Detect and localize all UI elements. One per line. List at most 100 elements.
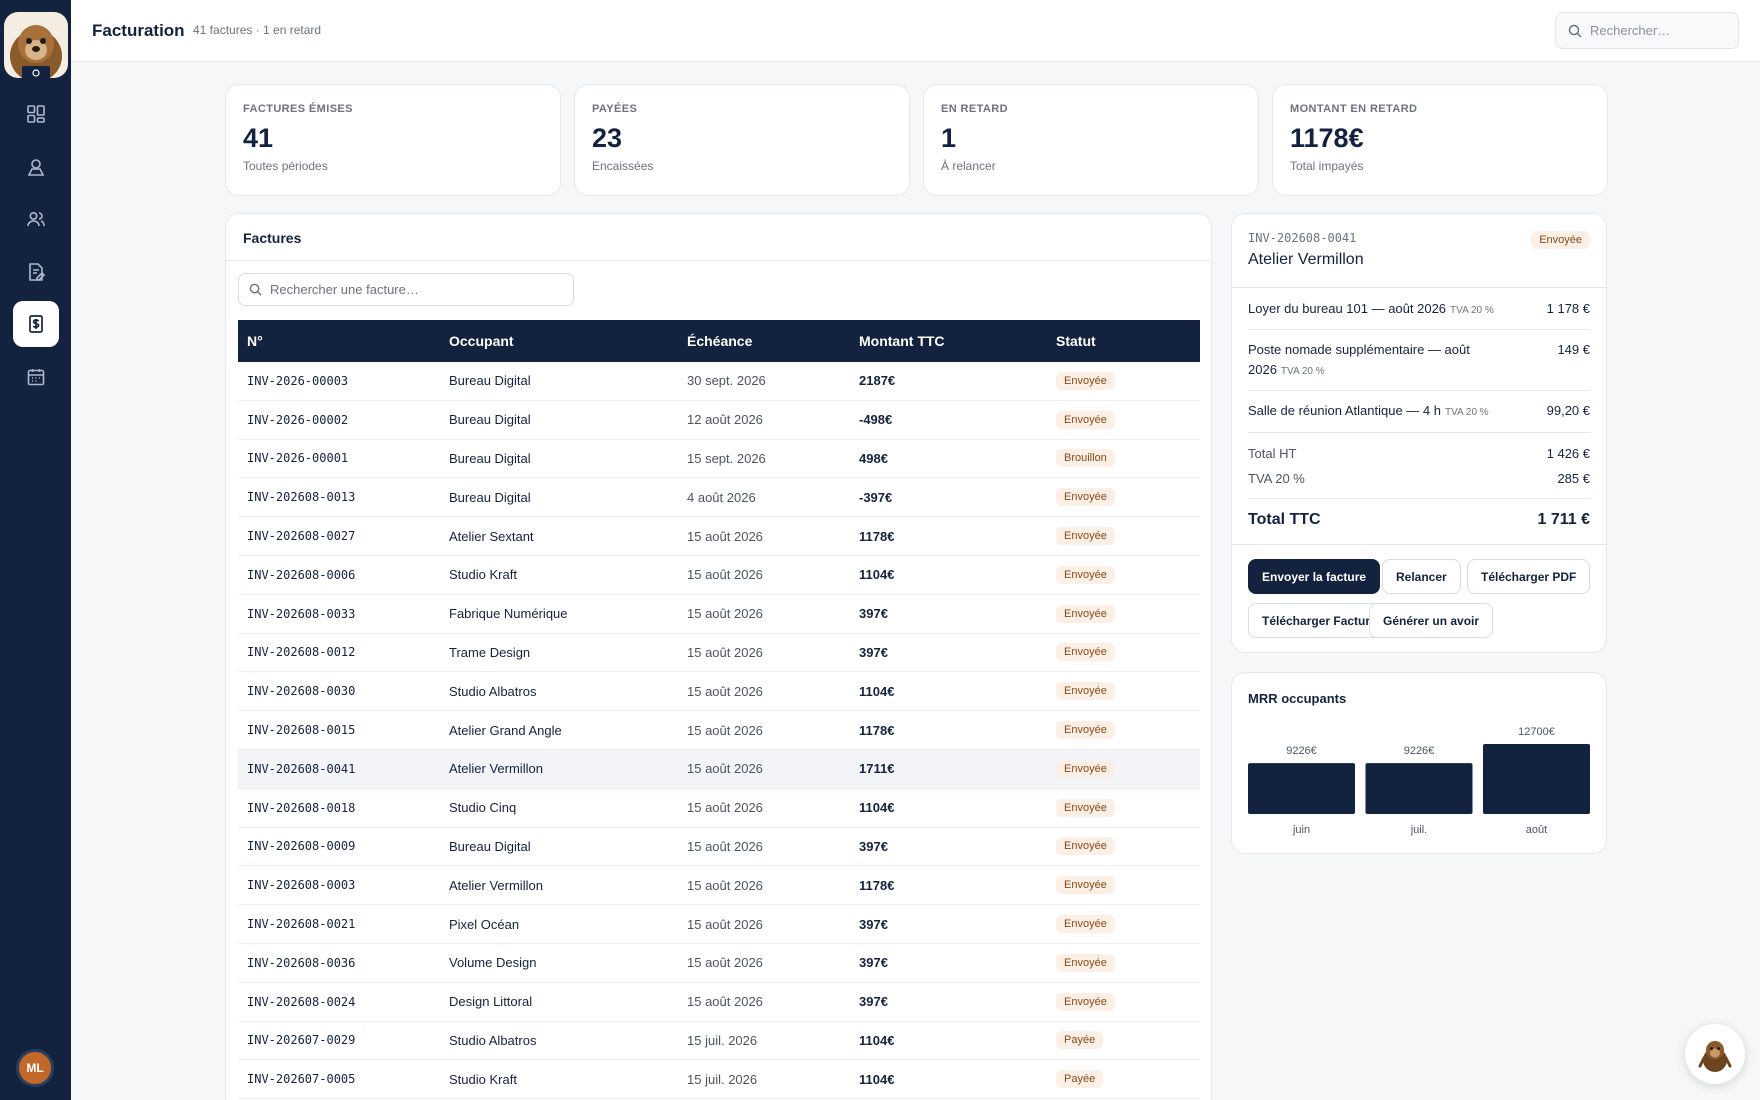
cell-invoice-number: INV-2026-00002: [247, 412, 349, 427]
nav-calendar[interactable]: [13, 354, 59, 400]
table-row[interactable]: INV-202608-0013 Bureau Digital 4 août 2026…: [238, 478, 1200, 518]
line-amount: 1 178 €: [1546, 301, 1590, 316]
table-row[interactable]: INV-2026-00002 Bureau Digital 12 août 2026…: [238, 401, 1200, 440]
cell-amount: -397€: [859, 489, 893, 505]
nav-billing[interactable]: [13, 301, 59, 347]
cell-amount: 397€: [859, 606, 888, 622]
invoices-panel: Factures N° Occupant Échéance Montant TT…: [225, 213, 1212, 1100]
detail-line-item: Salle de réunion Atlantique — 4 h TVA 20 …: [1248, 401, 1590, 423]
status-badge: Envoyée: [1056, 604, 1115, 623]
tva-label: TVA 20 %: [1248, 471, 1305, 486]
table-row[interactable]: INV-202608-0027 Atelier Sextant 15 août 20…: [238, 517, 1200, 556]
stat-card-overdue: EN RETARD 1 À relancer: [923, 84, 1259, 196]
cell-invoice-number: INV-202608-0027: [247, 529, 356, 544]
table-row[interactable]: INV-202608-0033 Fabrique Numérique 15 août…: [238, 595, 1200, 634]
user-avatar[interactable]: ML: [16, 1049, 54, 1087]
status-badge: Envoyée: [1056, 876, 1115, 895]
mrr-bar-juin: [1248, 763, 1355, 814]
table-row[interactable]: INV-202608-0003 Atelier Vermillon 15 août …: [238, 866, 1200, 906]
status-badge: Payée: [1056, 1031, 1104, 1050]
cell-amount: -498€: [859, 412, 893, 428]
stat-label: EN RETARD: [941, 103, 1008, 115]
billing-icon: [29, 315, 43, 333]
cell-due-date: 4 août 2026: [687, 489, 756, 505]
table-row[interactable]: INV-202608-0041 Atelier Vermillon 15 août …: [238, 749, 1200, 789]
column-header-due[interactable]: Échéance: [687, 333, 753, 349]
invoices-title: Factures: [226, 214, 1211, 261]
cell-occupant: Design Littoral: [449, 994, 533, 1010]
table-row[interactable]: INV-202608-0018 Studio Cinq 15 août 2026 11…: [238, 789, 1200, 828]
cell-occupant: Fabrique Numérique: [449, 606, 568, 622]
column-header-status[interactable]: Statut: [1056, 333, 1096, 349]
table-row[interactable]: INV-2026-00001 Bureau Digital 15 sept. 202…: [238, 440, 1200, 479]
nav-dashboard[interactable]: [13, 91, 59, 137]
cell-due-date: 15 août 2026: [687, 567, 763, 583]
cell-invoice-number: INV-202608-0033: [247, 606, 356, 621]
cell-due-date: 15 août 2026: [687, 916, 763, 932]
table-row[interactable]: INV-202608-0036 Volume Design 15 août 2026…: [238, 944, 1200, 983]
status-badge: Envoyée: [1056, 643, 1115, 662]
cell-invoice-number: INV-2026-00001: [247, 451, 349, 466]
column-header-amount[interactable]: Montant TTC: [859, 333, 945, 349]
cell-due-date: 15 août 2026: [687, 877, 763, 893]
column-header-occupant[interactable]: Occupant: [449, 333, 514, 349]
cell-occupant: Bureau Digital: [449, 450, 531, 466]
table-row[interactable]: INV-202607-0005 Studio Kraft 15 juil. 2026…: [238, 1060, 1200, 1100]
status-badge: Envoyée: [1056, 527, 1115, 546]
column-header-number[interactable]: N°: [247, 333, 263, 349]
app-logo[interactable]: [4, 12, 68, 78]
status-badge: Envoyée: [1056, 721, 1115, 740]
table-row[interactable]: INV-202608-0015 Atelier Grand Angle 15 aoû…: [238, 711, 1200, 750]
status-badge: Envoyée: [1056, 410, 1115, 429]
cell-occupant: Atelier Sextant: [449, 528, 534, 544]
tva-value: 285 €: [1557, 471, 1590, 486]
cell-amount: 1104€: [859, 1071, 895, 1087]
table-row[interactable]: INV-2026-00003 Bureau Digital 30 sept. 202…: [238, 362, 1200, 401]
table-row[interactable]: INV-202608-0012 Trame Design 15 août 2026 3…: [238, 634, 1200, 673]
assistant-button[interactable]: [1685, 1024, 1745, 1084]
total-ht-value: 1 426 €: [1546, 446, 1590, 461]
line-vat: TVA 20 %: [1280, 366, 1325, 377]
cell-due-date: 15 août 2026: [687, 528, 763, 544]
cell-invoice-number: INV-202607-0005: [247, 1072, 356, 1087]
table-header: N° Occupant Échéance Montant TTC Statut: [238, 320, 1200, 362]
download-pdf-button[interactable]: Télécharger PDF: [1467, 559, 1591, 594]
cell-occupant: Pixel Océan: [449, 916, 520, 932]
mrr-title: MRR occupants: [1248, 691, 1347, 706]
stat-value: 1: [941, 123, 957, 153]
mascot-assistant-icon: [1698, 1041, 1732, 1072]
table-row[interactable]: INV-202607-0029 Studio Albatros 15 juil. 2…: [238, 1022, 1200, 1061]
contracts-icon: [29, 263, 46, 281]
status-badge: Envoyée: [1056, 953, 1115, 972]
nav-spaces[interactable]: [13, 144, 59, 190]
cell-amount: 397€: [859, 955, 888, 971]
nav-contracts[interactable]: [13, 249, 59, 295]
table-row[interactable]: INV-202608-0006 Studio Kraft 15 août 2026 1…: [238, 556, 1200, 595]
send-invoice-button[interactable]: Envoyer la facture: [1248, 559, 1381, 594]
cell-due-date: 30 sept. 2026: [687, 373, 766, 389]
invoice-search[interactable]: [238, 273, 574, 306]
stat-value: 1178€: [1290, 123, 1364, 153]
status-badge: Envoyée: [1056, 565, 1115, 584]
cell-occupant: Studio Albatros: [449, 1032, 537, 1048]
generate-credit-note-button[interactable]: Générer un avoir: [1369, 603, 1494, 638]
global-search[interactable]: [1555, 12, 1739, 49]
table-row[interactable]: INV-202608-0009 Bureau Digital 15 août 202…: [238, 828, 1200, 867]
table-row[interactable]: INV-202608-0021 Pixel Océan 15 août 2026 39…: [238, 905, 1200, 944]
cell-occupant: Bureau Digital: [449, 412, 531, 428]
mrr-card: MRR occupants 9226€ juin 9226€ juil. 12700€ a…: [1231, 672, 1607, 854]
cell-due-date: 15 août 2026: [687, 644, 763, 660]
global-search-input[interactable]: [1590, 23, 1730, 38]
page-title: Facturation: [92, 21, 185, 40]
table-row[interactable]: INV-202608-0030 Studio Albatros 15 août 20…: [238, 672, 1200, 712]
invoice-search-input[interactable]: [270, 282, 560, 297]
remind-button[interactable]: Relancer: [1382, 559, 1461, 594]
line-vat: TVA 20 %: [1450, 305, 1494, 316]
spaces-icon: [27, 159, 45, 176]
nav-members[interactable]: [13, 196, 59, 242]
search-icon: [249, 283, 262, 296]
cell-amount: 397€: [859, 994, 888, 1010]
cell-invoice-number: INV-202608-0003: [247, 878, 356, 893]
table-row[interactable]: INV-202608-0024 Design Littoral 15 août 20…: [238, 983, 1200, 1022]
stat-card-issued: FACTURES ÉMISES 41 Toutes périodes: [225, 84, 561, 196]
